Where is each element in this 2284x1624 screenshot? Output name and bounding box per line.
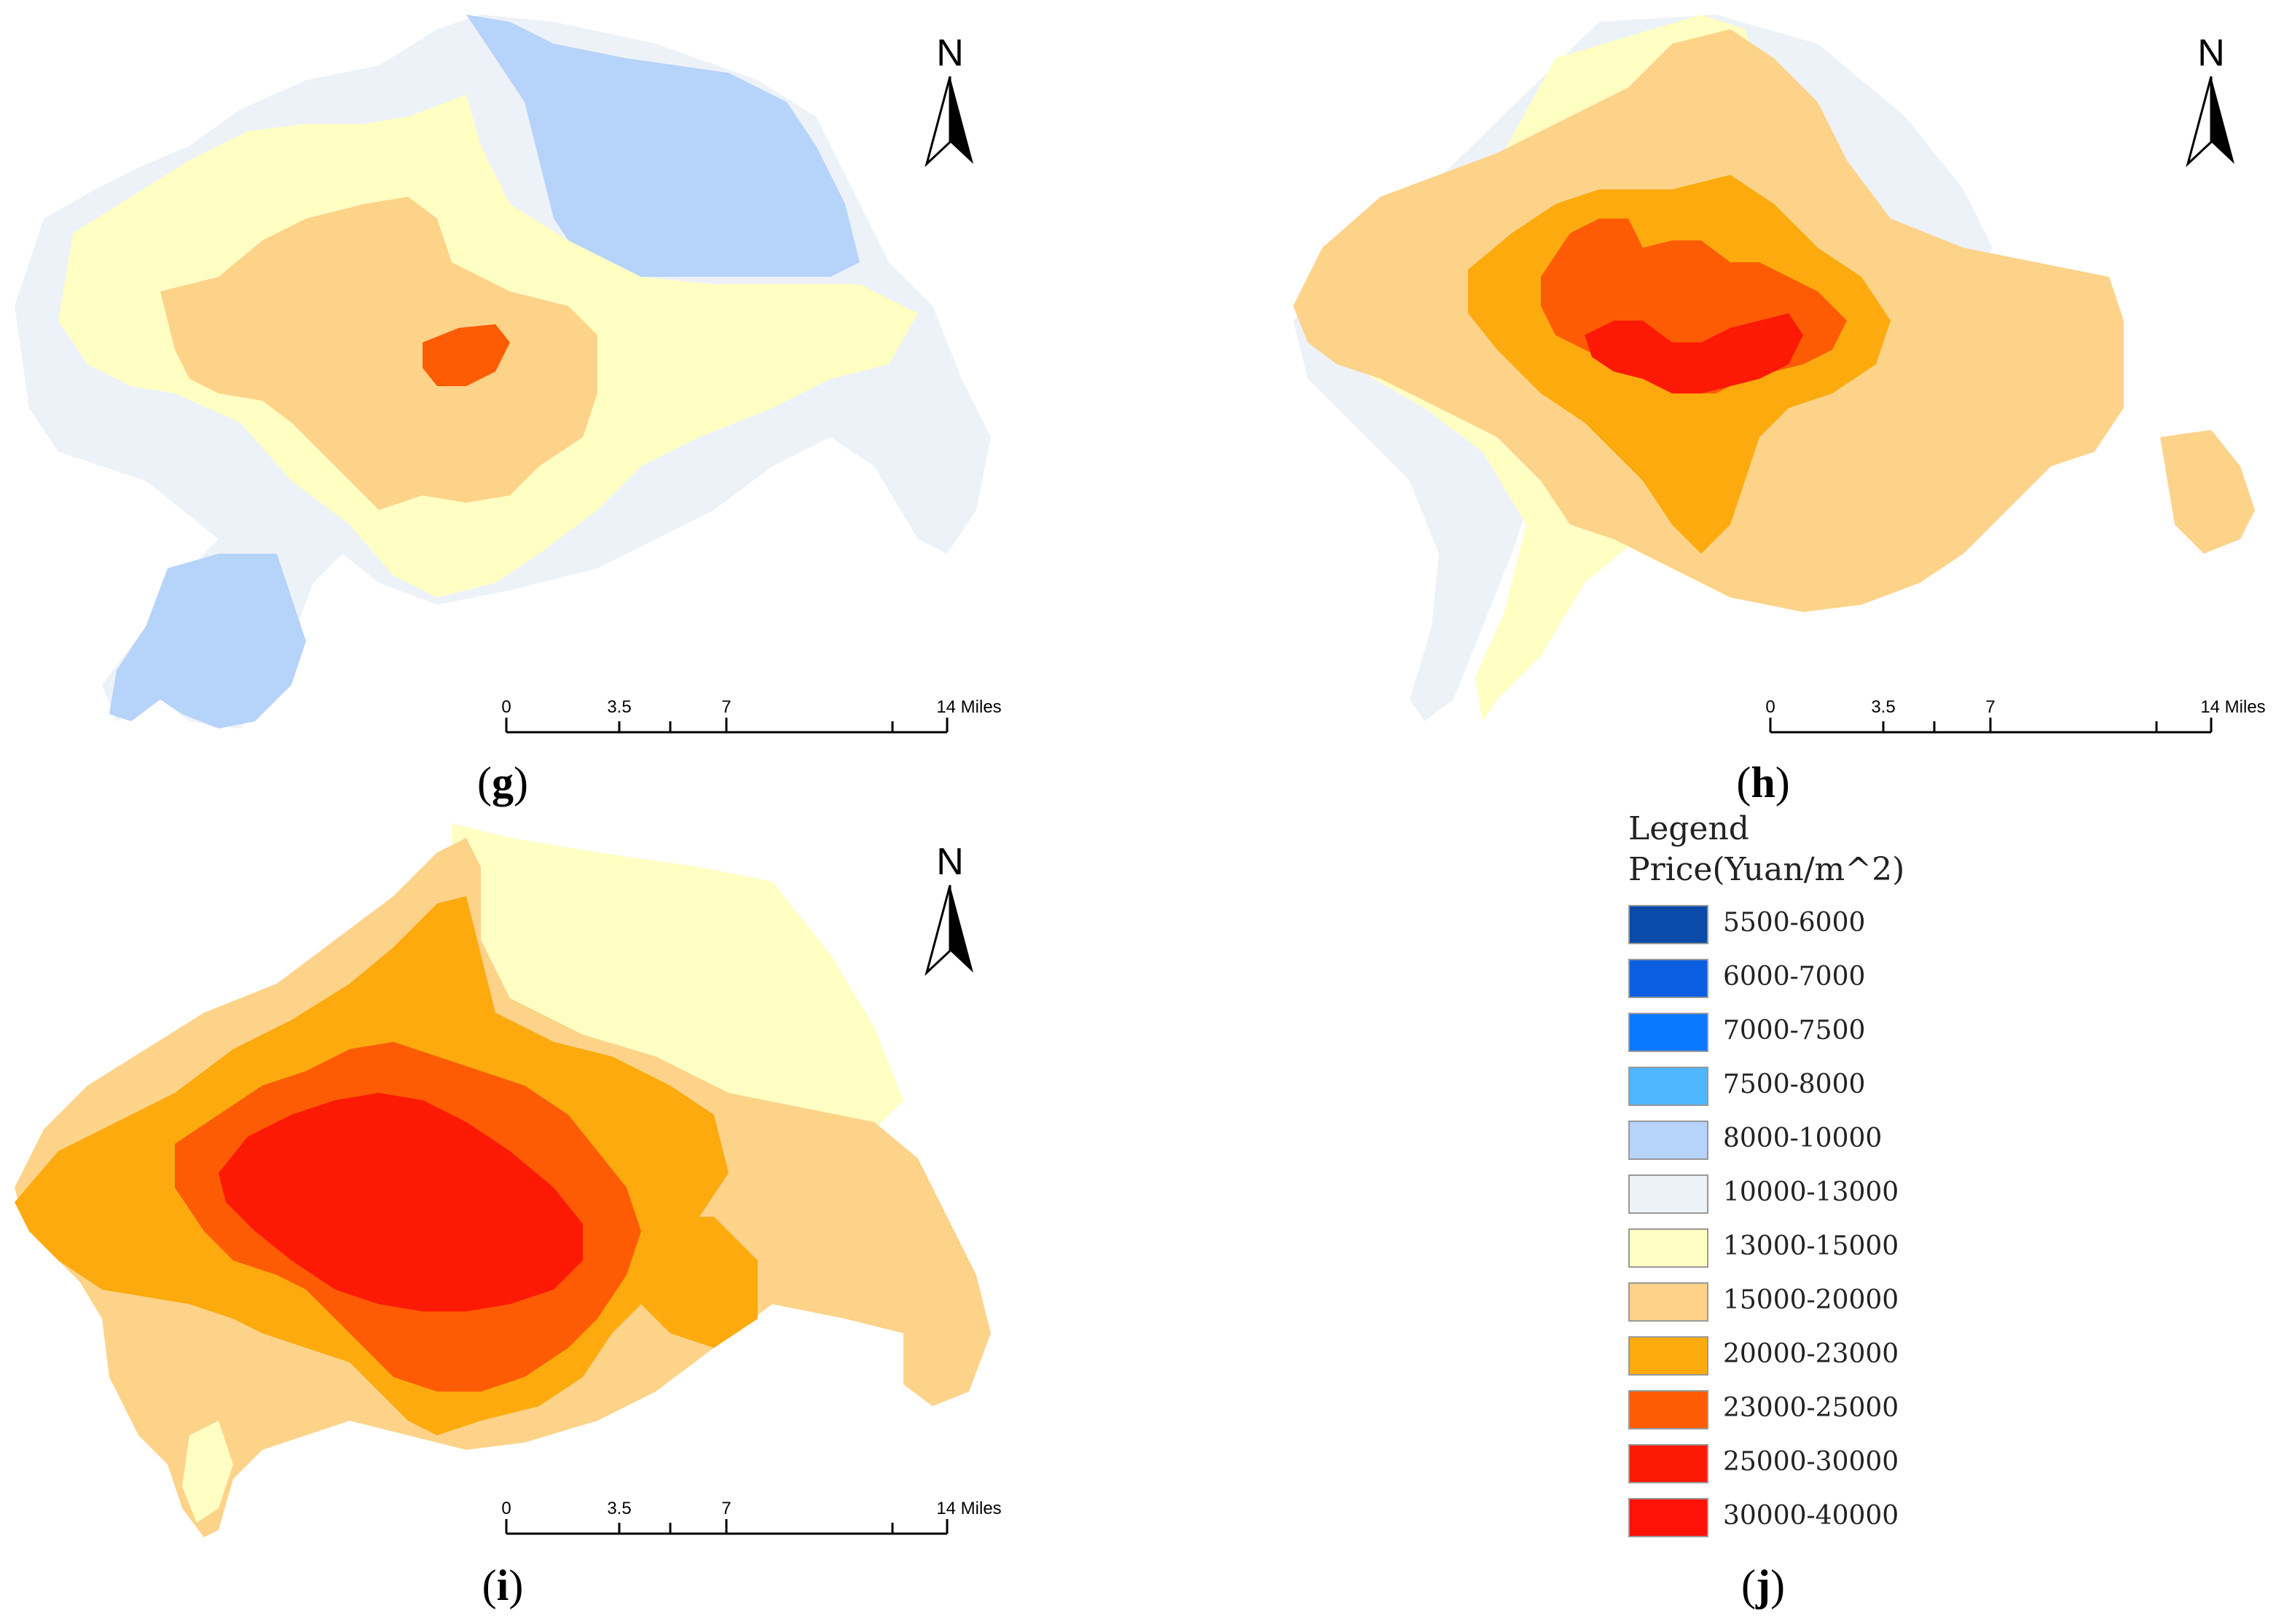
map-i: N 0 3.5 7 14 Miles [15, 823, 1002, 1537]
legend-swatch [1628, 1498, 1708, 1537]
map-panel-h: N 0 3.5 7 14 Miles [1264, 0, 2284, 750]
legend-label: 5500-6000 [1723, 908, 1866, 938]
legend-label: 7000-7500 [1723, 1016, 1866, 1046]
legend: Legend Price(Yuan/m^2) 5500-6000 6000-700… [1628, 809, 2007, 1537]
legend-swatch [1628, 1013, 1708, 1052]
scale-label: 3.5 [607, 697, 631, 717]
caption-i: (i) [482, 1561, 524, 1609]
zone-h-25000-30000 [1585, 313, 1803, 393]
map-panel-g: N 0 3.5 7 14 Miles [0, 0, 1020, 750]
scale-bar-g: 0 3.5 7 14 Miles [501, 697, 1002, 734]
map-panel-i: N 0 3.5 7 14 Miles [0, 809, 1020, 1559]
legend-label: 30000-40000 [1723, 1501, 1899, 1531]
legend-label: 25000-30000 [1723, 1447, 1899, 1477]
caption-g: (g) [477, 758, 528, 807]
zone-g-15000-20000 [160, 197, 597, 510]
zone-i-13000-15000-ne-lake [605, 867, 758, 940]
zone-i-20000-23000-east [641, 1217, 758, 1348]
legend-swatch [1628, 1444, 1708, 1483]
legend-label: 15000-20000 [1723, 1285, 1899, 1315]
scale-label: 0 [501, 697, 511, 717]
scale-bar-h: 0 3.5 7 14 Miles [1765, 697, 2266, 734]
zone-g-8000-10000-ne [466, 15, 860, 277]
scale-label: 14 Miles [936, 697, 1001, 717]
scale-label: 0 [501, 1499, 511, 1518]
north-arrow-h: N [2186, 32, 2234, 168]
scale-label: 14 Miles [2200, 697, 2265, 717]
legend-label: 7500-8000 [1723, 1070, 1866, 1099]
map-h: N 0 3.5 7 14 Miles [1293, 15, 2266, 734]
legend-label: 13000-15000 [1723, 1231, 1899, 1261]
zone-g-23000-25000 [423, 324, 510, 386]
map-g: N 0 3.5 7 14 Miles [15, 15, 1002, 734]
scale-label: 3.5 [1871, 697, 1895, 717]
zone-i-25000-30000 [219, 1093, 583, 1311]
legend-swatch [1628, 905, 1708, 944]
legend-swatch [1628, 1067, 1708, 1106]
scale-label: 7 [1985, 697, 1995, 717]
scale-label: 14 Miles [936, 1499, 1001, 1518]
scale-label: 7 [721, 697, 731, 717]
north-label: N [2197, 32, 2225, 74]
legend-swatch [1628, 959, 1708, 998]
zone-i-13000-15000 [452, 823, 903, 1129]
north-label: N [936, 32, 964, 74]
north-arrow-i: N [925, 841, 973, 976]
zone-h-15000-20000-east [2160, 430, 2255, 554]
legend-label: 20000-23000 [1723, 1339, 1899, 1369]
legend-swatch [1628, 1390, 1708, 1429]
caption-j: (j) [1741, 1561, 1785, 1609]
legend-swatch [1628, 1228, 1708, 1268]
caption-h: (h) [1736, 758, 1790, 807]
scale-label: 3.5 [607, 1499, 631, 1518]
legend-swatch [1628, 1174, 1708, 1214]
legend-title: Legend [1628, 810, 1749, 847]
scale-label: 0 [1765, 697, 1775, 717]
legend-subtitle: Price(Yuan/m^2) [1628, 851, 1905, 888]
legend-label: 10000-13000 [1723, 1177, 1899, 1207]
legend-label: 8000-10000 [1723, 1123, 1883, 1153]
legend-swatch [1628, 1121, 1708, 1160]
scale-label: 7 [721, 1499, 731, 1518]
zone-g-8000-10000-sw [109, 554, 306, 729]
scale-bar-i: 0 3.5 7 14 Miles [501, 1499, 1002, 1535]
north-arrow-g: N [925, 32, 973, 168]
legend-swatch [1628, 1336, 1708, 1376]
legend-label: 6000-7000 [1723, 962, 1866, 992]
legend-swatch [1628, 1282, 1708, 1322]
legend-label: 23000-25000 [1723, 1393, 1899, 1423]
zone-i-13000-15000-sw [182, 1421, 233, 1523]
north-label: N [936, 841, 964, 883]
